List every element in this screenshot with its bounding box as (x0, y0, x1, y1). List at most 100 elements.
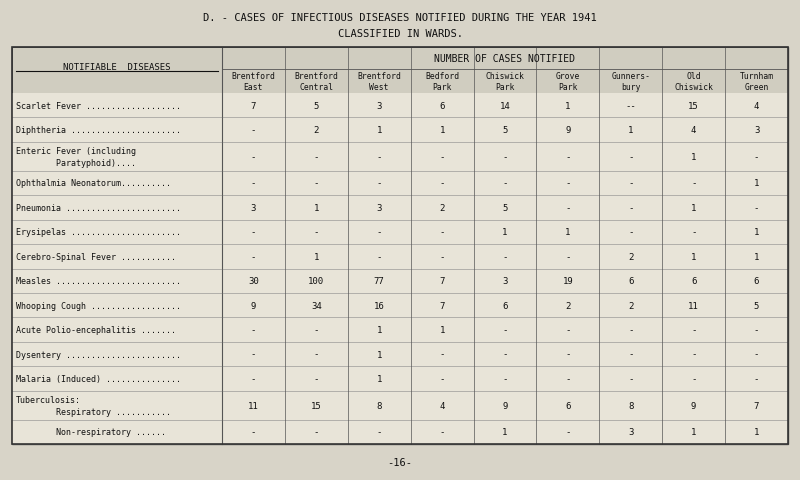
Text: Measles .........................: Measles ......................... (16, 276, 181, 286)
Text: 2: 2 (439, 204, 445, 213)
Text: -: - (250, 252, 256, 261)
Text: -: - (754, 374, 759, 383)
Text: 4: 4 (754, 101, 759, 110)
Text: -: - (502, 325, 508, 335)
Text: -: - (566, 350, 570, 359)
Text: -: - (628, 325, 634, 335)
Text: 4: 4 (691, 126, 696, 135)
Text: -: - (566, 252, 570, 261)
Text: -: - (377, 427, 382, 436)
Text: Turnham
Green: Turnham Green (739, 72, 774, 92)
Text: Tuberculosis:: Tuberculosis: (16, 395, 81, 404)
Text: -: - (502, 179, 508, 188)
Text: Malaria (Induced) ...............: Malaria (Induced) ............... (16, 374, 181, 383)
Text: 1: 1 (377, 325, 382, 335)
Text: 1: 1 (314, 252, 319, 261)
Text: 6: 6 (628, 276, 634, 286)
Text: 2: 2 (314, 126, 319, 135)
Bar (12, 118, 788, 143)
Text: 100: 100 (308, 276, 324, 286)
Text: -: - (628, 228, 634, 237)
Bar (222, 70, 788, 94)
Text: -: - (691, 228, 696, 237)
Bar (12, 391, 788, 420)
Text: -: - (377, 153, 382, 161)
Text: -: - (502, 350, 508, 359)
Text: 1: 1 (502, 228, 508, 237)
Text: -: - (439, 252, 445, 261)
Text: -: - (250, 350, 256, 359)
Text: -: - (439, 374, 445, 383)
Text: NOTIFIABLE  DISEASES: NOTIFIABLE DISEASES (63, 63, 170, 72)
Bar (12, 244, 788, 269)
Text: Acute Polio-encephalitis .......: Acute Polio-encephalitis ....... (16, 325, 176, 335)
Text: 11: 11 (248, 401, 259, 410)
Text: 1: 1 (377, 374, 382, 383)
Text: -: - (566, 427, 570, 436)
Text: Brentford
Central: Brentford Central (294, 72, 338, 92)
Text: 3: 3 (628, 427, 634, 436)
Text: -: - (250, 325, 256, 335)
Text: 11: 11 (688, 301, 699, 310)
Text: -: - (439, 228, 445, 237)
Text: 1: 1 (628, 126, 634, 135)
Text: 1: 1 (754, 252, 759, 261)
Text: 30: 30 (248, 276, 259, 286)
Text: 1: 1 (377, 350, 382, 359)
Text: 15: 15 (688, 101, 699, 110)
Text: -: - (754, 350, 759, 359)
Text: -: - (566, 204, 570, 213)
Text: -: - (377, 179, 382, 188)
Text: -: - (691, 350, 696, 359)
Text: -: - (314, 427, 319, 436)
Text: 3: 3 (754, 126, 759, 135)
Text: -: - (250, 228, 256, 237)
Text: 8: 8 (628, 401, 634, 410)
Text: -: - (439, 179, 445, 188)
Text: -: - (628, 204, 634, 213)
Bar (12, 48, 788, 444)
Text: Scarlet Fever ...................: Scarlet Fever ................... (16, 101, 181, 110)
Text: 19: 19 (562, 276, 574, 286)
Text: -: - (754, 204, 759, 213)
Text: 77: 77 (374, 276, 385, 286)
Text: -: - (314, 350, 319, 359)
Text: -: - (250, 427, 256, 436)
Text: D. - CASES OF INFECTIOUS DISEASES NOTIFIED DURING THE YEAR 1941: D. - CASES OF INFECTIOUS DISEASES NOTIFI… (203, 13, 597, 23)
Text: 6: 6 (566, 401, 570, 410)
Text: 1: 1 (566, 228, 570, 237)
Text: 3: 3 (250, 204, 256, 213)
Text: 1: 1 (502, 427, 508, 436)
Text: 6: 6 (691, 276, 696, 286)
Text: -: - (377, 228, 382, 237)
Text: 9: 9 (502, 401, 508, 410)
Text: 1: 1 (691, 252, 696, 261)
Text: 2: 2 (628, 252, 634, 261)
Text: Enteric Fever (including: Enteric Fever (including (16, 147, 136, 156)
Bar (12, 48, 788, 70)
Bar (12, 293, 788, 318)
Text: -: - (566, 153, 570, 161)
Text: NUMBER OF CASES NOTIFIED: NUMBER OF CASES NOTIFIED (434, 54, 575, 64)
Text: -: - (502, 374, 508, 383)
Bar (12, 269, 788, 293)
Bar (12, 196, 788, 220)
Text: 6: 6 (439, 101, 445, 110)
Text: 1: 1 (566, 101, 570, 110)
Bar (12, 420, 788, 444)
Text: -: - (250, 374, 256, 383)
Text: Brentford
West: Brentford West (358, 72, 401, 92)
Text: -: - (691, 374, 696, 383)
Text: 1: 1 (754, 228, 759, 237)
Text: -: - (314, 374, 319, 383)
Text: Diphtheria ......................: Diphtheria ...................... (16, 126, 181, 135)
Text: 16: 16 (374, 301, 385, 310)
Text: 7: 7 (754, 401, 759, 410)
Text: 1: 1 (691, 153, 696, 161)
Text: 9: 9 (250, 301, 256, 310)
Text: -: - (691, 325, 696, 335)
Text: 1: 1 (691, 204, 696, 213)
Bar (12, 342, 788, 367)
Text: 3: 3 (502, 276, 508, 286)
Text: Pneumonia .......................: Pneumonia ....................... (16, 204, 181, 213)
